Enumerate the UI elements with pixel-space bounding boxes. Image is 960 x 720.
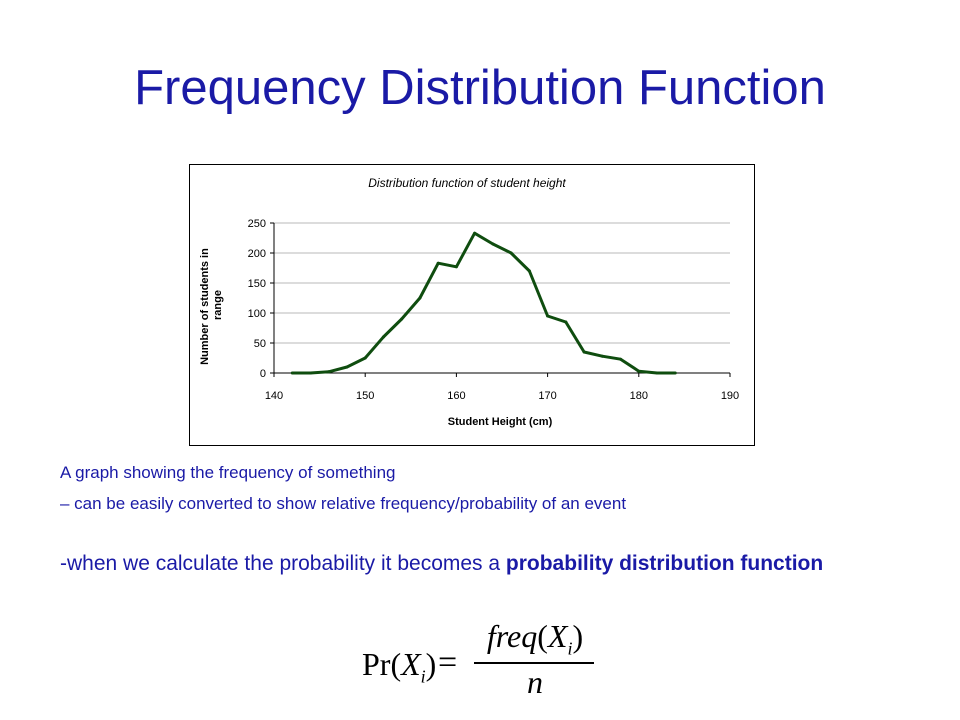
data-point xyxy=(381,335,385,339)
y-tick-label: 0 xyxy=(260,368,266,380)
gridlines xyxy=(274,222,730,344)
x-tick-label: 170 xyxy=(538,390,556,402)
data-point xyxy=(564,320,568,324)
data-point xyxy=(363,356,367,360)
description-line-3: -when we calculate the probability it be… xyxy=(60,553,930,575)
data-point xyxy=(673,371,677,375)
x-tick-label: 140 xyxy=(265,390,283,402)
data-point xyxy=(637,369,641,373)
x-tick-label: 190 xyxy=(721,390,739,402)
formula-numerator: freq(Xi) xyxy=(486,618,584,659)
description-line-2: – can be easily converted to show relati… xyxy=(60,494,627,513)
x-tick-labels: 140 150 160 170 180 190 xyxy=(265,390,739,402)
data-point xyxy=(345,365,349,369)
x-tick-label: 150 xyxy=(356,390,374,402)
data-point xyxy=(308,371,312,375)
frequency-line-chart: Distribution function of student height … xyxy=(199,176,739,428)
chart-frame: Distribution function of student height … xyxy=(189,164,755,446)
data-point xyxy=(400,317,404,321)
y-tick-label: 100 xyxy=(248,308,266,320)
data-point xyxy=(546,314,550,318)
series-line xyxy=(292,231,676,375)
data-point xyxy=(655,371,659,375)
formula-lhs: Pr(Xi) xyxy=(362,646,437,687)
slide-title: Frequency Distribution Function xyxy=(134,61,826,115)
data-point xyxy=(600,354,604,358)
y-tick-label: 250 xyxy=(248,218,266,230)
data-point xyxy=(491,242,495,246)
data-point xyxy=(582,350,586,354)
y-tick-labels: 0 50 100 150 200 250 xyxy=(248,218,266,380)
formula-denominator: n xyxy=(527,664,543,700)
probability-formula: Pr(Xi) = freq(Xi) n xyxy=(360,618,600,715)
description-line-1: A graph showing the frequency of somethi… xyxy=(60,463,396,482)
data-point xyxy=(473,231,477,235)
formula-equals: = xyxy=(438,644,458,681)
line3-text: -when we calculate the probability it be… xyxy=(60,552,506,575)
chart-title: Distribution function of student height xyxy=(368,176,566,190)
data-point xyxy=(418,296,422,300)
line3-bold-term: probability distribution function xyxy=(505,552,824,575)
x-tick-label: 160 xyxy=(447,390,465,402)
y-tick-label: 200 xyxy=(248,248,266,260)
y-tick-label: 150 xyxy=(248,278,266,290)
data-point xyxy=(527,269,531,273)
data-point xyxy=(290,371,294,375)
data-point xyxy=(619,357,623,361)
data-point xyxy=(327,370,331,374)
x-axis-label: Student Height (cm) xyxy=(448,416,553,428)
data-point xyxy=(436,261,440,265)
fraction-bar xyxy=(474,662,594,664)
data-point xyxy=(454,265,458,269)
y-axis-label: Number of students in range xyxy=(199,245,224,365)
y-tick-label: 50 xyxy=(254,338,266,350)
data-point xyxy=(509,251,513,255)
data-points xyxy=(290,231,677,375)
x-tick-label: 180 xyxy=(630,390,648,402)
